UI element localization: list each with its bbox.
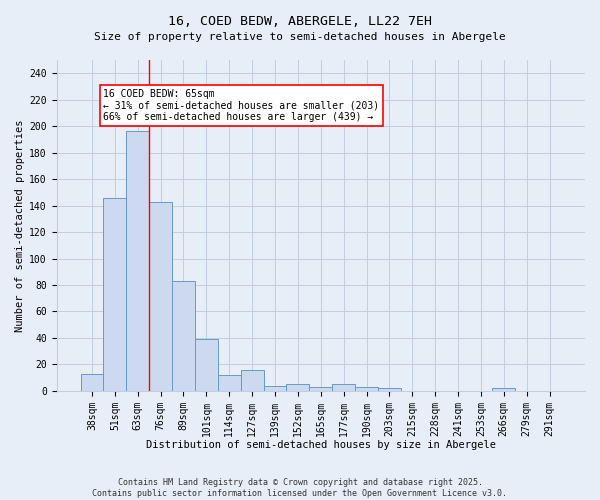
Text: Contains HM Land Registry data © Crown copyright and database right 2025.
Contai: Contains HM Land Registry data © Crown c…	[92, 478, 508, 498]
Bar	[263, 386, 286, 391]
Bar	[241, 370, 263, 391]
Bar	[310, 387, 332, 391]
Text: Size of property relative to semi-detached houses in Abergele: Size of property relative to semi-detach…	[94, 32, 506, 42]
Bar	[80, 374, 103, 391]
Bar	[195, 339, 218, 391]
Bar	[286, 384, 310, 391]
Bar	[332, 384, 355, 391]
Text: 16 COED BEDW: 65sqm
← 31% of semi-detached houses are smaller (203)
66% of semi-: 16 COED BEDW: 65sqm ← 31% of semi-detach…	[103, 89, 380, 122]
Y-axis label: Number of semi-detached properties: Number of semi-detached properties	[15, 119, 25, 332]
X-axis label: Distribution of semi-detached houses by size in Abergele: Distribution of semi-detached houses by …	[146, 440, 496, 450]
Bar	[378, 388, 401, 391]
Bar	[218, 375, 241, 391]
Bar	[126, 132, 149, 391]
Bar	[355, 387, 378, 391]
Bar	[149, 202, 172, 391]
Bar	[103, 198, 126, 391]
Bar	[493, 388, 515, 391]
Text: 16, COED BEDW, ABERGELE, LL22 7EH: 16, COED BEDW, ABERGELE, LL22 7EH	[168, 15, 432, 28]
Bar	[172, 281, 195, 391]
